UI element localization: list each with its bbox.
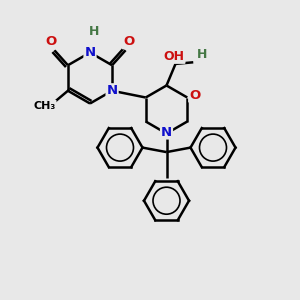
Text: CH₃: CH₃ xyxy=(33,101,56,111)
Text: O: O xyxy=(189,88,200,102)
Text: O: O xyxy=(46,35,57,48)
Text: OH: OH xyxy=(164,50,184,63)
Text: N: N xyxy=(106,84,118,97)
Text: N: N xyxy=(161,125,172,139)
Text: H: H xyxy=(89,25,99,38)
Text: O: O xyxy=(123,35,134,48)
Text: H: H xyxy=(196,47,207,61)
Text: N: N xyxy=(84,46,96,59)
